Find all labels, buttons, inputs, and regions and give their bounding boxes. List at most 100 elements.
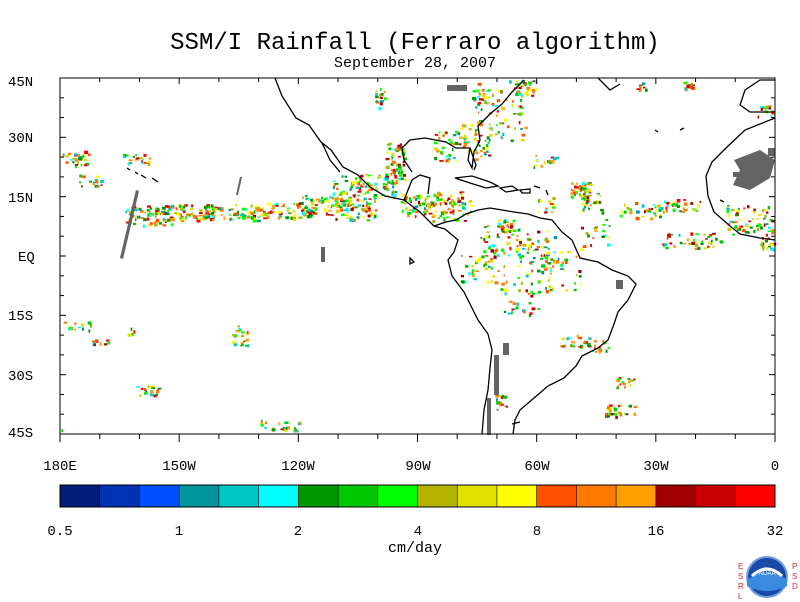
rain-pixel [763,217,766,220]
rain-pixel [378,176,382,179]
rain-pixel [81,327,84,331]
rain-pixel [635,210,640,214]
rain-pixel [65,161,69,164]
rain-pixel [731,208,735,212]
rain-pixel [126,208,129,212]
rain-pixel [463,141,468,143]
rain-pixel [684,87,687,91]
rain-pixel [752,211,756,214]
rain-pixel [546,230,550,233]
rain-pixel [487,225,489,227]
rain-pixel [518,93,523,96]
rain-pixel [578,336,582,340]
rain-pixel [298,202,303,205]
rain-pixel [576,182,578,186]
rain-pixel [496,114,499,117]
rain-pixel [562,345,565,348]
rain-pixel [155,207,159,211]
rain-pixel [683,199,687,201]
rain-pixel [601,235,606,239]
rain-pixel [503,265,506,268]
rain-pixel [513,112,517,115]
rain-pixel [347,204,350,208]
rain-pixel [592,237,595,240]
rain-pixel [445,155,448,158]
rain-pixel [585,195,590,199]
colorbar-swatch [496,485,537,507]
rain-pixel [453,202,457,206]
rain-pixel [654,209,657,213]
rain-pixel [471,272,474,276]
rain-pixel [610,413,614,416]
rain-pixel [526,273,530,275]
rain-pixel [309,214,313,217]
rain-pixel [505,405,509,408]
rain-pixel [470,150,475,153]
rain-pixel [531,94,535,97]
rain-pixel [292,210,296,213]
rain-pixel [190,212,193,216]
rain-pixel [586,188,591,193]
rain-pixel [579,187,583,190]
rain-pixel [80,164,83,167]
rain-pixel [694,243,699,247]
rain-pixel [181,218,184,221]
rain-pixel [483,264,485,268]
rain-pixel [360,174,364,178]
rain-pixel [136,157,140,160]
rain-pixel [175,207,178,211]
rain-pixel [278,422,281,426]
rain-pixel [585,202,589,205]
rain-pixel [468,200,473,204]
rain-pixel [69,158,73,161]
rain-pixel [463,137,466,140]
rain-pixel [469,255,473,258]
rain-pixel [399,147,403,151]
rain-pixel [543,160,546,165]
rain-pixel [762,242,765,246]
rain-pixel [500,248,505,252]
rain-pixel [519,112,523,116]
rain-pixel [572,191,577,195]
rain-pixel [590,244,593,247]
rain-pixel [541,270,545,275]
rain-pixel [358,187,362,191]
rain-pixel [235,204,238,207]
rain-pixel [765,239,768,242]
rain-pixel [166,212,170,216]
rain-pixel [679,241,683,245]
rain-pixel [565,261,568,264]
rain-pixel [252,215,257,219]
rain-pixel [765,223,769,226]
rain-pixel [502,230,505,233]
rain-pixel [462,205,464,208]
rain-pixel [561,261,565,264]
rain-pixel [214,206,219,209]
rain-pixel [768,107,771,110]
rain-pixel [342,199,346,203]
rain-pixel [528,82,531,86]
rain-pixel [432,220,436,223]
rain-pixel [302,207,305,212]
rain-pixel [241,212,244,215]
rain-pixel [665,206,668,210]
rain-pixel [404,198,407,201]
rain-pixel [275,204,279,207]
rain-pixel [353,196,356,198]
lon-tick-label: 60W [524,459,550,475]
rain-pixel [259,208,263,212]
rain-pixel [92,183,96,185]
rain-pixel [612,406,616,409]
rain-pixel [341,175,344,178]
rain-pixel [477,82,482,86]
rain-pixel [682,82,686,85]
rain-pixel [748,220,752,223]
colorbar-tick-label: 0.5 [47,524,72,540]
rain-pixel [446,199,449,202]
rain-pixel [757,224,762,226]
rain-pixel [518,121,521,125]
rain-pixel [638,88,642,92]
rain-pixel [497,270,500,272]
rain-pixel [332,192,336,196]
rain-pixel [337,202,340,206]
